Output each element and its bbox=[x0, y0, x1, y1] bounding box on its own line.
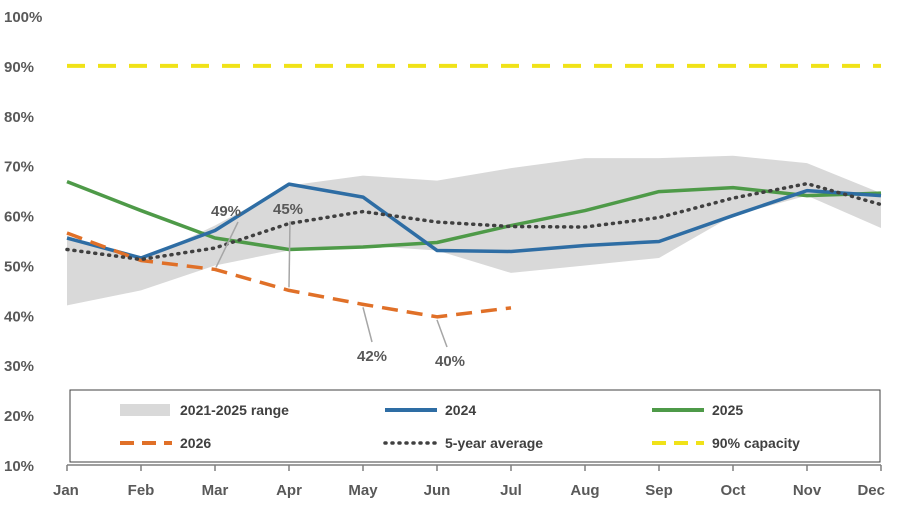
y-axis-labels: 10% 20% 30% 40% 50% 60% 70% 80% 90% 100% bbox=[4, 9, 42, 475]
y-tick-label: 50% bbox=[4, 258, 34, 275]
x-tick-label: Dec bbox=[857, 482, 885, 499]
y-tick-label: 100% bbox=[4, 9, 42, 26]
legend-label-2025: 2025 bbox=[712, 402, 743, 418]
x-tick-label: Jun bbox=[424, 482, 451, 499]
y-tick-label: 60% bbox=[4, 209, 34, 226]
x-tick-label: Jan bbox=[53, 482, 79, 499]
annotation-label: 45% bbox=[273, 201, 303, 218]
y-tick-label: 20% bbox=[4, 408, 34, 425]
x-tick-label: Nov bbox=[793, 482, 822, 499]
legend-label-2024: 2024 bbox=[445, 402, 476, 418]
legend-label-2026: 2026 bbox=[180, 435, 211, 451]
y-tick-label: 40% bbox=[4, 308, 34, 325]
series-5-year-average-line bbox=[65, 181, 883, 262]
y-tick-label: 70% bbox=[4, 159, 34, 176]
x-axis: Jan Feb Mar Apr May Jun Jul Aug Sep Oct Nov Dec bbox=[53, 464, 885, 499]
annotation-leader bbox=[215, 221, 239, 268]
x-tick-label: May bbox=[348, 482, 378, 499]
annotation-label: 42% bbox=[357, 348, 387, 365]
legend-label-2021-2025-range: 2021-2025 range bbox=[180, 402, 289, 418]
legend-label-5-year-average: 5-year average bbox=[445, 435, 543, 451]
y-tick-label: 30% bbox=[4, 358, 34, 375]
x-tick-label: Aug bbox=[570, 482, 599, 499]
range-band-layer bbox=[67, 155, 881, 306]
x-tick-label: Mar bbox=[202, 482, 229, 499]
legend: 2021-2025 range 2024 2025 2026 5-year averag… bbox=[69, 389, 881, 463]
annotations-layer: 49% 45% 42% 40% bbox=[211, 201, 465, 370]
annotation-leader bbox=[436, 319, 448, 348]
range-band bbox=[67, 155, 881, 306]
series-2026-line bbox=[66, 231, 512, 319]
annotation-label: 49% bbox=[211, 203, 241, 220]
series-lines-layer bbox=[65, 63, 883, 319]
y-tick-label: 80% bbox=[4, 109, 34, 126]
annotation-leader bbox=[288, 220, 291, 288]
x-tick-label: Oct bbox=[720, 482, 745, 499]
x-tick-label: Sep bbox=[645, 482, 673, 499]
y-tick-label: 90% bbox=[4, 59, 34, 76]
legend-box bbox=[69, 389, 881, 463]
legend-label-90-capacity: 90% capacity bbox=[712, 435, 800, 451]
x-tick-label: Apr bbox=[276, 482, 302, 499]
x-tick-label: Jul bbox=[500, 482, 522, 499]
legend-swatch-2021-2025-range bbox=[120, 404, 170, 416]
series-2024-line bbox=[66, 182, 882, 260]
annotation-leader bbox=[362, 307, 373, 343]
annotation-label: 40% bbox=[435, 353, 465, 370]
x-tick-label: Feb bbox=[128, 482, 155, 499]
y-tick-label: 10% bbox=[4, 458, 34, 475]
